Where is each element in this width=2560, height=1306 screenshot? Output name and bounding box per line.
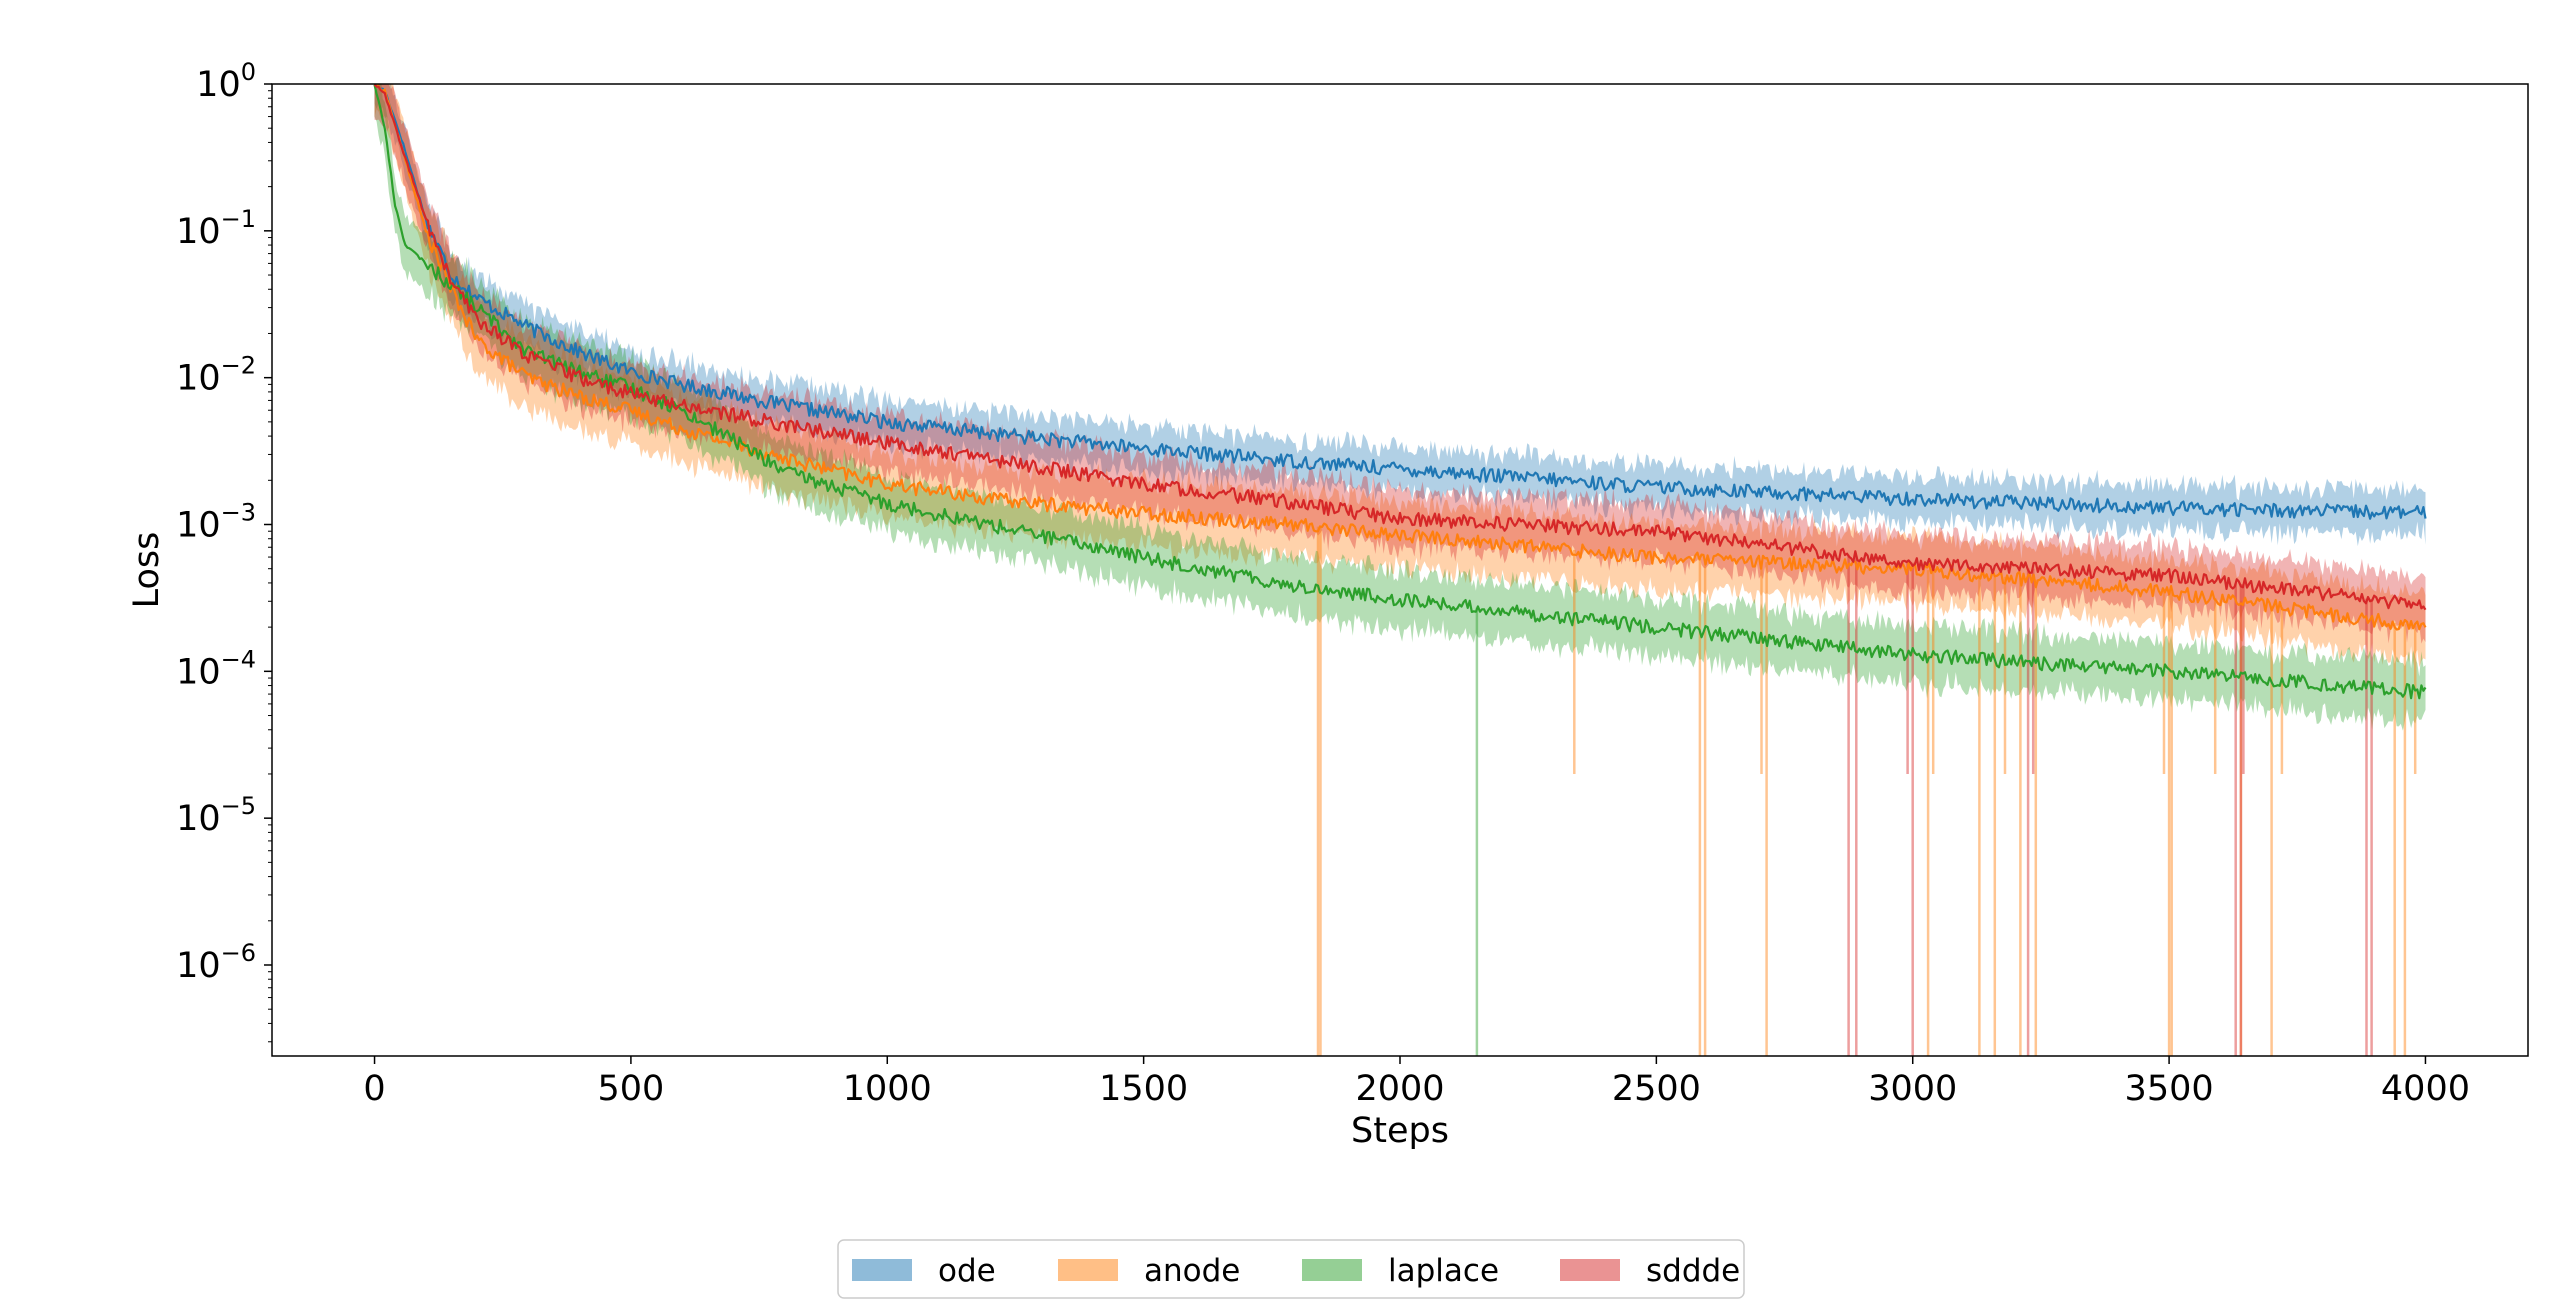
band-anode (374, 84, 2426, 668)
x-tick-label: 4000 (2381, 1069, 2470, 1109)
legend-box (837, 1239, 1745, 1299)
x-tick-label: 3500 (2125, 1069, 2214, 1109)
legend-label-sddde: sddde (1646, 1253, 1740, 1289)
x-tick-label: 3000 (1868, 1069, 1957, 1109)
x-tick-label: 1500 (1099, 1069, 1188, 1109)
x-axis: 0 500 1000 1500 2000 2500 3000 3500 4000 (363, 1056, 2470, 1109)
y-tick-label: 10−6 (176, 939, 256, 986)
legend: ode anode laplace sddde (837, 1239, 1745, 1299)
line-ode (374, 84, 2427, 520)
line-sdddde (373, 84, 2427, 611)
band-sdddde (374, 84, 2426, 644)
x-tick-label: 2500 (1612, 1069, 1701, 1109)
series-lines (373, 84, 2427, 700)
y-tick-label: 100 (196, 58, 256, 105)
confidence-bands (374, 84, 2426, 731)
y-tick-label: 10−2 (176, 352, 256, 399)
y-tick-label: 10−1 (176, 205, 256, 252)
x-tick-label: 1000 (843, 1069, 932, 1109)
y-tick-label: 10−5 (176, 792, 256, 839)
legend-label-ode: ode (938, 1253, 996, 1289)
legend-swatch-sddde (1560, 1259, 1620, 1281)
legend-label-laplace: laplace (1388, 1253, 1499, 1289)
line-laplace (373, 84, 2427, 700)
legend-swatch-laplace (1302, 1259, 1362, 1281)
x-tick-label: 2000 (1355, 1069, 1444, 1109)
legend-swatch-ode (852, 1259, 912, 1281)
y-tick-label: 10−4 (176, 645, 256, 692)
y-axis-label: Loss (127, 532, 167, 609)
legend-label-anode: anode (1144, 1253, 1240, 1289)
x-tick-label: 0 (363, 1069, 385, 1109)
line-anode (374, 84, 2427, 631)
y-tick-label: 10−3 (176, 498, 256, 545)
band-ode (374, 84, 2426, 547)
x-axis-label: Steps (1351, 1111, 1449, 1151)
y-axis: 100 10−1 10−2 10−3 10−4 10−5 10−6 (176, 58, 272, 1043)
legend-swatch-anode (1058, 1259, 1118, 1281)
x-tick-label: 500 (598, 1069, 665, 1109)
